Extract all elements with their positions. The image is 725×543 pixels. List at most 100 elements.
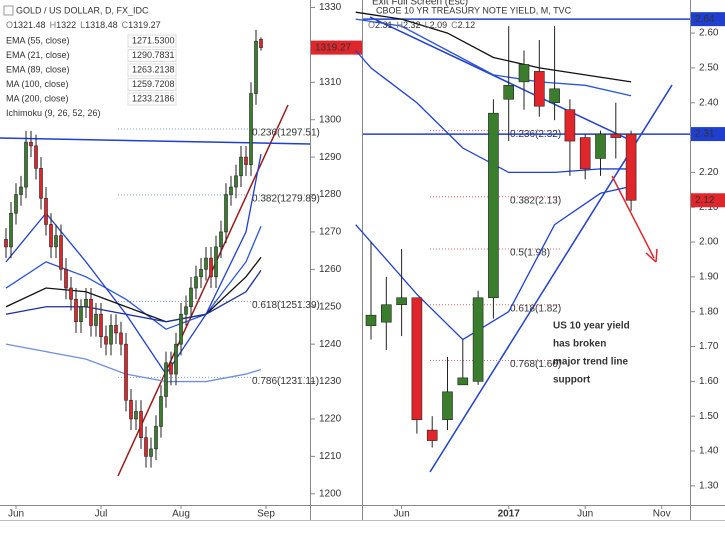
y-tick-label: 1200 (319, 488, 342, 499)
y-tick-label: 1280 (319, 189, 342, 200)
candle-body (44, 197, 48, 225)
candle-body (4, 239, 8, 248)
y-tick-label: 2.50 (699, 63, 719, 74)
x-tick-label: Nov (653, 509, 671, 520)
candle-body (154, 426, 158, 450)
y-tick-label: 1.50 (699, 411, 719, 422)
candle-body (549, 88, 560, 104)
y-tick-label: 2.10 (699, 202, 719, 213)
candle-body (174, 343, 178, 375)
candle-body (533, 71, 545, 107)
ohlc-value: 2.32 (403, 20, 421, 30)
candle-body (54, 235, 58, 248)
candle-body (426, 429, 438, 441)
candle-body (129, 399, 133, 420)
candle-body (204, 257, 208, 270)
indicator-name: EMA (21, close) (6, 50, 70, 60)
fib-label: 0.618(1251.39) (252, 300, 320, 311)
y-tick-label: 2.40 (699, 97, 719, 108)
candle-body (64, 269, 68, 289)
candle-body (89, 298, 93, 326)
fib-label: 0.236(1297.51) (252, 128, 320, 139)
ohlc-line: O2.31 H2.32 L2.09 C2.12 (368, 20, 475, 30)
y-tick-label: 1310 (319, 77, 342, 88)
candle-body (84, 298, 88, 308)
candle-body (194, 276, 198, 289)
indicator-box (127, 34, 177, 48)
ohlc-value: 2.31 (375, 20, 393, 30)
trend-line (0, 137, 311, 145)
candle-body (396, 297, 407, 306)
candle-body (214, 246, 218, 278)
candle-body (39, 168, 43, 199)
candle-body (179, 313, 183, 345)
x-tick-label: Aug (172, 509, 190, 520)
y-tick-label: 1.90 (699, 272, 719, 283)
ohlc-value: 1321.48 (13, 20, 46, 30)
candle-body (134, 411, 138, 420)
candle-body (109, 325, 113, 345)
candle-body (254, 40, 258, 94)
candle-body (199, 269, 203, 278)
annotation: US 10 year yield (553, 321, 630, 332)
ohlc-letter: O (6, 20, 13, 30)
indicator-name: Ichimoku (9, 26, 52, 26) (6, 108, 101, 118)
candle-body (224, 194, 228, 233)
price-tag (691, 12, 725, 27)
candle-body (518, 64, 530, 83)
indicator-name: MA (100, close) (6, 79, 69, 89)
indicator-value: 1259.7208 (132, 79, 175, 89)
trend-line (369, 16, 631, 141)
candle-body (69, 287, 73, 300)
x-tick-label: Jun (8, 509, 24, 520)
ohlc-line: O1321.48 H1322 L1318.48 C1319.27 (6, 20, 161, 30)
candle-body (9, 212, 13, 248)
indicator-line (5, 154, 262, 376)
indicator-line (355, 18, 632, 97)
ohlc-value: 2.09 (430, 20, 448, 30)
candle-body (114, 325, 118, 334)
candle-body (164, 362, 168, 397)
screen-hint: Exit Full Screen (Esc) (372, 0, 468, 8)
candle-body (595, 133, 606, 159)
last-price-label: 2.12 (695, 195, 715, 206)
indicator-line (5, 343, 262, 383)
indicator-value: 1263.2138 (132, 64, 175, 74)
annotation: has broken (553, 339, 606, 350)
indicator-value: 1271.5300 (132, 35, 175, 45)
y-tick-label: 1.30 (699, 480, 719, 491)
candle-body (365, 314, 377, 326)
candle-body (49, 224, 53, 248)
indicator-name: MA (200, close) (6, 93, 69, 103)
ohlc-letter: C (451, 20, 458, 30)
fib-label: 0.618(1.82) (510, 303, 561, 314)
candle-body (249, 93, 253, 165)
candle-body (189, 287, 193, 308)
candle-body (472, 297, 484, 382)
candle-body (169, 362, 173, 375)
y-tick-label: 1250 (319, 301, 342, 312)
price-tag-label: 2.64 (695, 14, 715, 25)
arrow-head (645, 248, 658, 263)
y-tick-label: 1240 (319, 339, 342, 350)
ohlc-letter: L (80, 20, 85, 30)
y-tick-label: 1.60 (699, 376, 719, 387)
candle-body (94, 313, 98, 326)
candle-body (229, 186, 233, 195)
candle-body (625, 133, 637, 201)
candle-body (244, 156, 248, 165)
ohlc-letter: L (425, 20, 430, 30)
candle-body (149, 448, 153, 457)
price-tag (691, 127, 725, 142)
candle-body (564, 109, 576, 142)
candle-body (34, 145, 38, 169)
fib-label: 0.382(2.13) (510, 195, 561, 206)
candle-body (259, 39, 263, 48)
y-tick-label: 1290 (319, 152, 342, 163)
indicator-line (5, 256, 262, 323)
candle-body (219, 231, 223, 248)
chart-title: CBOE 10 YR TREASURY NOTE YIELD, M, TVC (376, 5, 572, 15)
candle-body (380, 304, 392, 323)
candle-body (457, 377, 469, 386)
